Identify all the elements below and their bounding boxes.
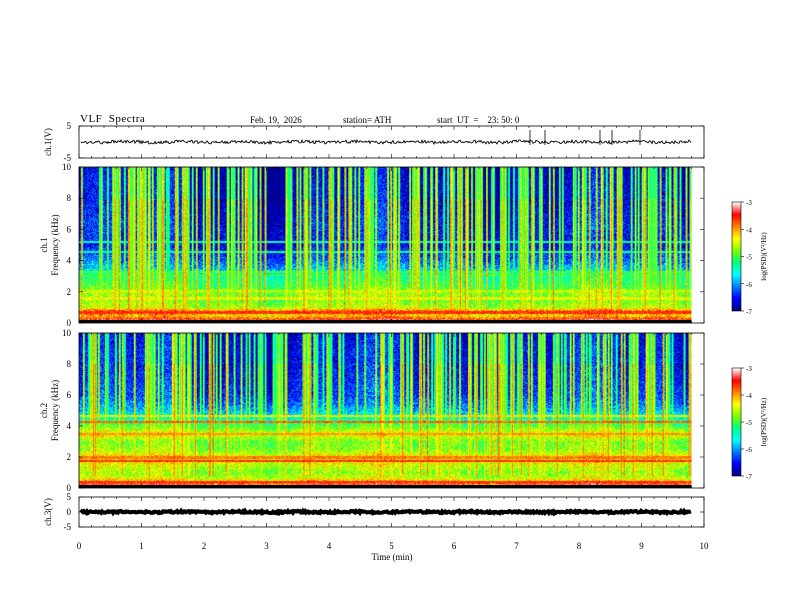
y-tick-label: 10 [62,162,72,172]
ch1-x-ticks [78,126,705,158]
colorbar-tick-label: -3 [746,199,752,207]
s1-x-ticks [78,167,705,323]
x-tick-label: 0 [77,541,82,551]
start-time-label: start UT = 23: 50: 0 [437,115,520,125]
y-tick-label: 2 [67,452,72,462]
x-tick-label: 3 [264,541,269,551]
0-y-ticks: 5 -5 [64,121,704,163]
colorbar-tick-label: -7 [746,308,752,316]
ch1-spectrogram-prefix: ch.1 [39,237,49,252]
colorbar-tick-label: -5 [746,419,752,427]
colorbar-label: log(PSD)(V²/Hz) [760,232,768,281]
y-tick-label: -5 [64,522,72,532]
ch3-x-ticks [78,497,705,527]
ch1-ylabel: ch.1(V) [43,128,53,156]
date-label: Feb. 19, 2026 [250,115,302,125]
y-tick-label: 0 [67,483,72,493]
ch1-waveform [80,138,692,145]
colorbar-1 [732,202,741,311]
x-axis-title: Time (min) [372,552,413,562]
y-tick-label: 8 [67,359,72,369]
ch1-spectrogram-baseline [79,320,692,323]
x-tick-label: 5 [389,541,394,551]
y-tick-label: 0 [67,318,72,328]
y-tick-label: -5 [64,153,72,163]
y-tick-label: 0 [67,507,72,517]
station-label: station= ATH [343,115,392,125]
x-tick-label: 7 [514,541,519,551]
x-tick-label: 10 [700,541,710,551]
1-y-ticks: 0 2 4 6 8 10 [62,162,704,328]
x-tick-label: 8 [577,541,582,551]
colorbar-tick-label: -3 [746,365,752,373]
ch1-frequency-label: Frequency (kHz) [50,214,60,275]
colorbar-tick-label: -4 [746,226,752,234]
2-y-ticks: 0 2 4 6 8 10 [62,328,704,493]
colorbar-tick-label: -7 [746,473,752,481]
ch2-spectrogram [79,333,692,488]
y-tick-label: 5 [67,121,72,131]
x-tick-label: 2 [202,541,207,551]
s2-x-ticks [78,333,705,488]
x-tick-label: 4 [327,541,332,551]
colorbar-tick-label: -6 [746,446,752,454]
y-tick-label: 5 [67,492,72,502]
x-tick-label: 6 [452,541,457,551]
y-tick-label: 2 [67,287,72,297]
x-axis-labels: 0 1 2 3 4 5 6 7 8 9 10 [77,541,709,551]
y-tick-label: 6 [67,390,72,400]
colorbar-2 [732,368,741,476]
y-tick-label: 6 [67,224,72,234]
y-tick-label: 4 [67,421,72,431]
colorbar-tick-label: -5 [746,254,752,262]
ch1-spectrogram [79,167,692,323]
colorbar-tick-label: -4 [746,392,752,400]
x-tick-label: 1 [139,541,144,551]
ch3-ylabel: ch.3(V) [43,498,53,526]
x-tick-label: 9 [639,541,644,551]
ch2-spectrogram-baseline [79,485,692,488]
colorbar-label: log(PSD)(V²/Hz) [760,397,768,446]
y-tick-label: 10 [62,328,72,338]
colorbar-tick-label: -6 [746,281,752,289]
ch3-waveform [79,507,692,517]
y-tick-label: 4 [67,256,72,266]
3-y-ticks: 5 0 -5 [64,492,704,532]
ch2-frequency-label: Frequency (kHz) [50,380,60,441]
y-tick-label: 8 [67,193,72,203]
ch2-spectrogram-prefix: ch.2 [39,403,49,418]
figure-title: VLF Spectra [80,113,146,125]
